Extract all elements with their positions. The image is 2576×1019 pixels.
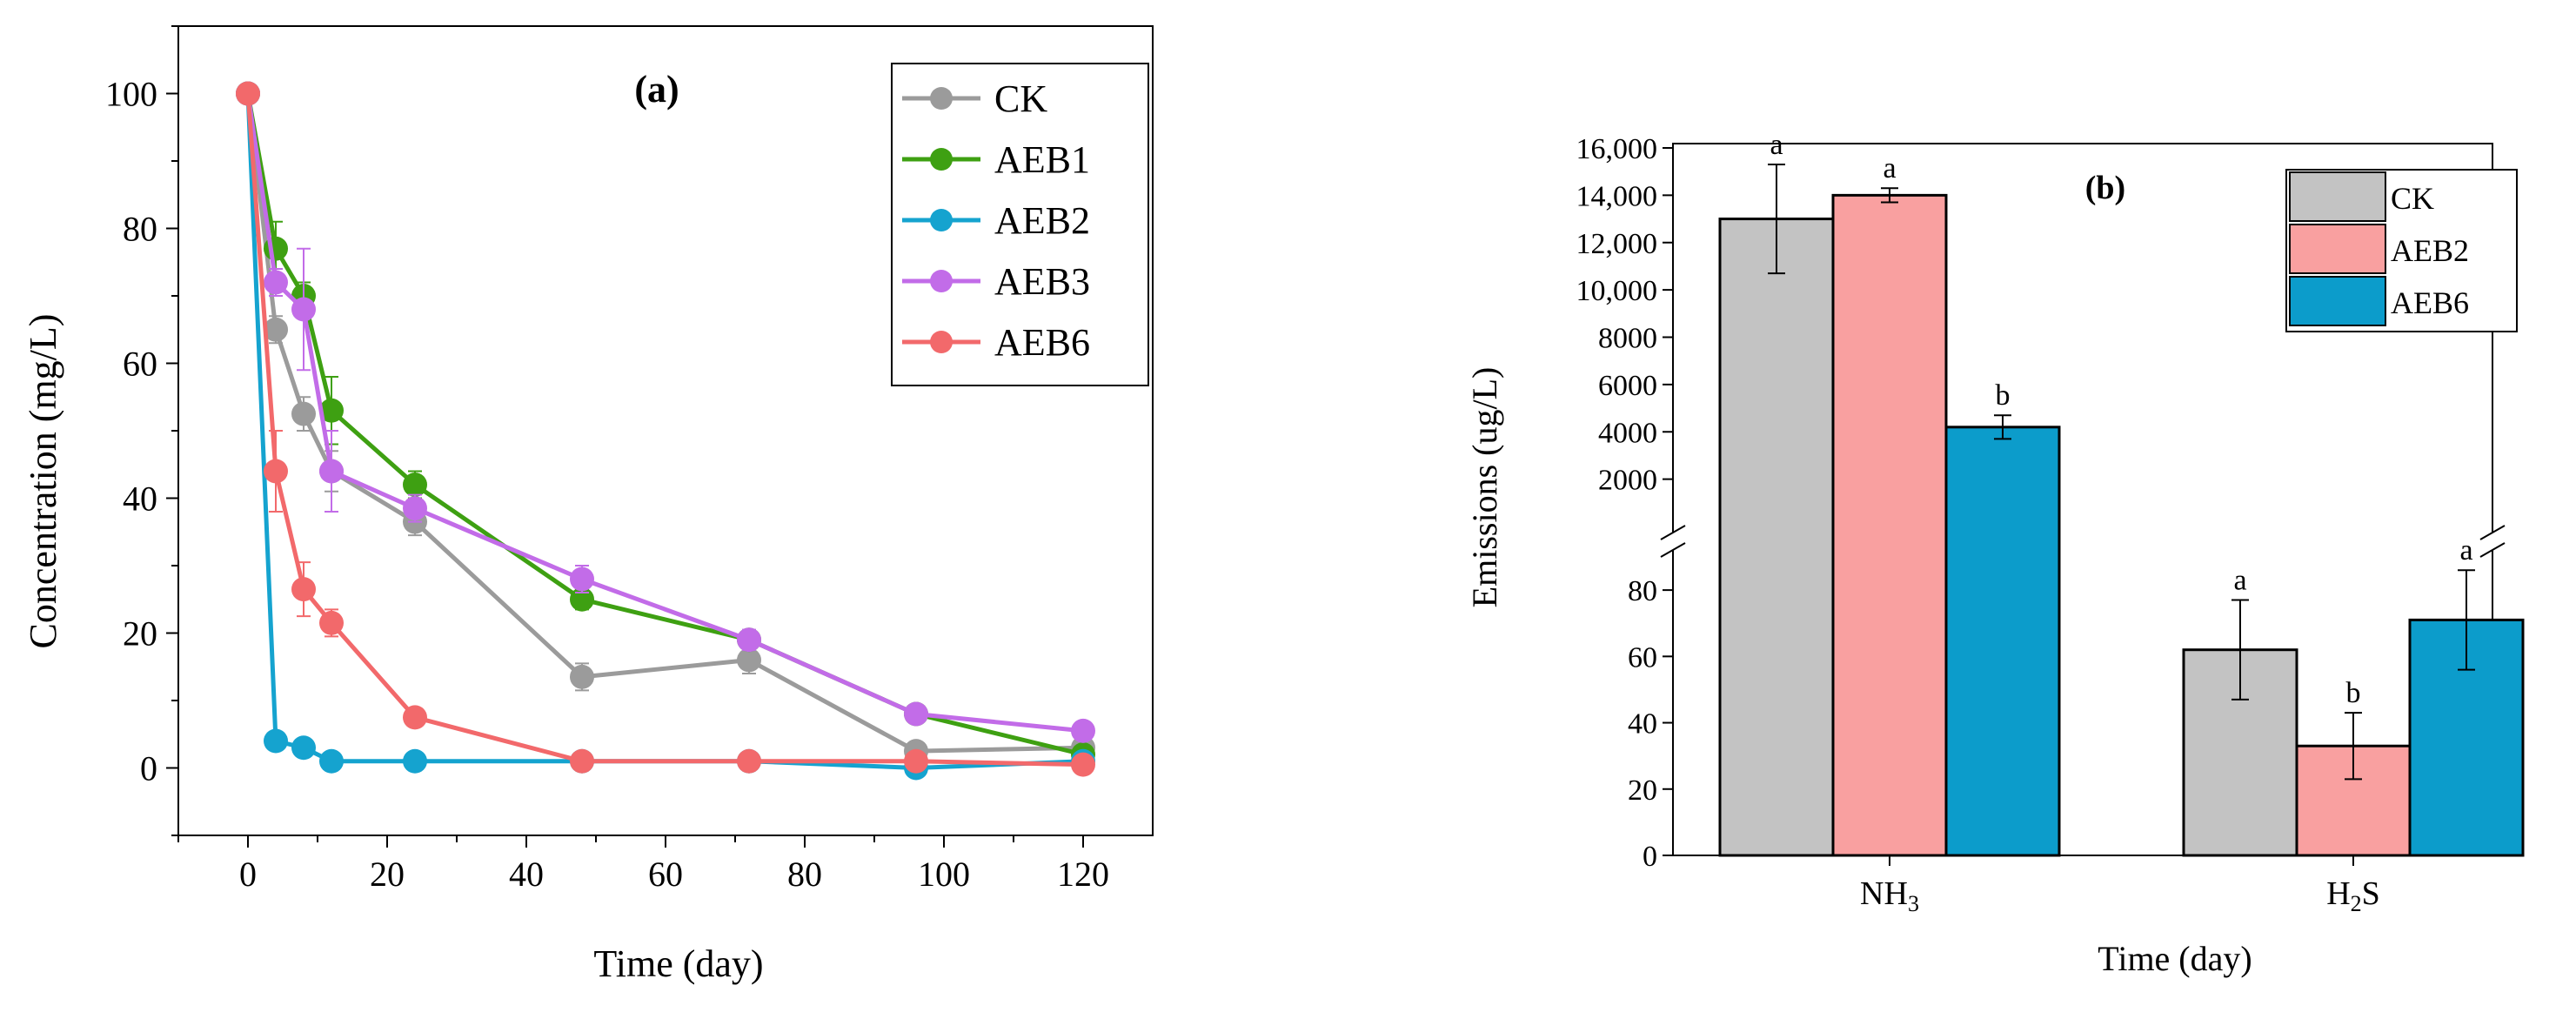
x-tick-label-a: 40 (509, 855, 544, 894)
data-point-aeb2 (319, 748, 344, 774)
y-axis-label-b: Emissions (ug/L) (1465, 367, 1504, 608)
legend-swatch-aeb2 (2289, 224, 2386, 274)
data-point-aeb3 (1071, 718, 1095, 743)
legend-swatch-aeb6 (2289, 276, 2386, 326)
legend-marker-aeb1 (930, 148, 953, 171)
data-point-aeb6 (904, 748, 928, 774)
legend-label-aeb2: AEB2 (2391, 233, 2469, 268)
axis-break-mark-right-2 (2479, 542, 2506, 558)
y-axis-label-a: Concentration (mg/L) (22, 314, 64, 649)
y-tick-label-upper-b: 8000 (1598, 323, 1657, 355)
data-point-aeb6 (236, 81, 260, 106)
data-point-aeb3 (291, 297, 316, 322)
legend-label-aeb6: AEB6 (2391, 285, 2469, 320)
plot-frame-b (1672, 143, 2493, 856)
x-tick-label-a: 60 (648, 855, 683, 894)
y-tick-label-lower-b: 60 (1628, 641, 1657, 674)
line-chart-a: 0 20 40 60 80 100 120 0 20 40 60 80 100 (a) Time (da… (22, 25, 1154, 985)
data-point-aeb6 (403, 705, 427, 730)
data-point-aeb3 (264, 270, 288, 295)
y-tick-label-lower-b: 40 (1628, 708, 1657, 741)
data-point-ck (737, 647, 761, 673)
data-point-ck (264, 317, 288, 342)
legend-label-aeb2: AEB2 (994, 199, 1090, 242)
significance-letter: a (1770, 129, 1783, 161)
data-point-aeb6 (737, 748, 761, 774)
data-point-aeb3 (570, 566, 594, 592)
y-tick-label-a: 0 (140, 749, 157, 788)
bar-series-ck: aa (1718, 129, 2298, 857)
panel-label-a: (a) (634, 68, 679, 111)
legend-label-aeb6: AEB6 (994, 321, 1090, 364)
significance-letter: b (2346, 677, 2361, 709)
x-tick-label-a: 0 (239, 855, 257, 894)
bar-ck-nh3 (1718, 218, 1835, 857)
y-tick-label-lower-b: 80 (1628, 575, 1657, 607)
panel-label-b: (b) (2085, 170, 2125, 206)
axis-break-mark-left-2 (1660, 542, 1686, 558)
bar-series-aeb6: ba (1944, 379, 2525, 857)
legend-marker-aeb3 (930, 270, 953, 292)
legend-swatch-ck (2289, 171, 2386, 222)
series-aeb6 (236, 81, 1095, 777)
x-tick-label-a: 20 (370, 855, 405, 894)
y-tick-label-upper-b: 2000 (1598, 465, 1657, 497)
data-point-aeb2 (264, 728, 288, 754)
x-tick-label-a: 120 (1057, 855, 1109, 894)
data-point-aeb2 (403, 748, 427, 774)
data-point-aeb6 (1071, 752, 1095, 777)
legend-label-ck: CK (994, 77, 1047, 120)
y-tick-label-upper-b: 10,000 (1576, 275, 1658, 307)
significance-letter: a (1883, 152, 1896, 184)
series-aeb3 (236, 81, 1095, 743)
legend-label-aeb3: AEB3 (994, 260, 1090, 303)
significance-letter: a (2459, 534, 2472, 566)
data-point-aeb1 (319, 398, 344, 423)
x-axis-label-a: Time (day) (593, 942, 763, 985)
data-point-ck (291, 401, 316, 426)
data-point-aeb1 (403, 473, 427, 497)
bar-aeb6-nh3 (1944, 426, 2061, 857)
axis-break-mark-left-1 (1660, 525, 1686, 540)
y-tick-label-upper-b: 4000 (1598, 417, 1657, 449)
y-tick-label-a: 60 (123, 345, 157, 384)
y-tick-label-a: 100 (105, 75, 157, 114)
data-point-aeb3 (319, 459, 344, 484)
y-tick-label-upper-b: 16,000 (1576, 133, 1658, 165)
y-tick-label-a: 20 (123, 614, 157, 654)
data-point-aeb3 (403, 496, 427, 521)
significance-letter: b (1996, 379, 2011, 412)
data-point-aeb6 (264, 459, 288, 484)
y-tick-label-upper-b: 12,000 (1576, 228, 1658, 260)
y-tick-label-a: 40 (123, 479, 157, 519)
category-label-nh3: NH3 (1860, 875, 1919, 916)
data-point-aeb6 (570, 748, 594, 774)
y-tick-label-lower-b: 0 (1643, 841, 1657, 873)
legend-label-ck: CK (2391, 181, 2434, 216)
data-point-aeb3 (904, 701, 928, 727)
legend-marker-ck (930, 87, 953, 110)
data-point-aeb3 (737, 627, 761, 653)
legend-marker-aeb2 (930, 209, 953, 231)
data-point-aeb6 (319, 610, 344, 635)
bar-aeb2-nh3 (1831, 193, 1948, 857)
data-point-aeb6 (291, 577, 316, 602)
data-point-ck (570, 664, 594, 689)
significance-letter: a (2233, 565, 2246, 597)
category-label-h2s: H2S (2326, 875, 2380, 916)
y-tick-label-upper-b: 14,000 (1576, 180, 1658, 212)
legend-label-aeb1: AEB1 (994, 138, 1090, 181)
x-axis-label-b: Time (day) (2098, 939, 2251, 978)
x-tick-label-a: 100 (918, 855, 970, 894)
y-tick-label-a: 80 (123, 210, 157, 249)
data-point-aeb2 (291, 735, 316, 761)
y-tick-label-lower-b: 20 (1628, 774, 1657, 807)
axis-break-mark-right-1 (2479, 525, 2506, 540)
legend-marker-aeb6 (930, 331, 953, 353)
y-tick-label-upper-b: 6000 (1598, 370, 1657, 402)
x-tick-label-a: 80 (787, 855, 822, 894)
data-point-aeb1 (264, 236, 288, 261)
bar-series-aeb2: ab (1831, 152, 2412, 857)
